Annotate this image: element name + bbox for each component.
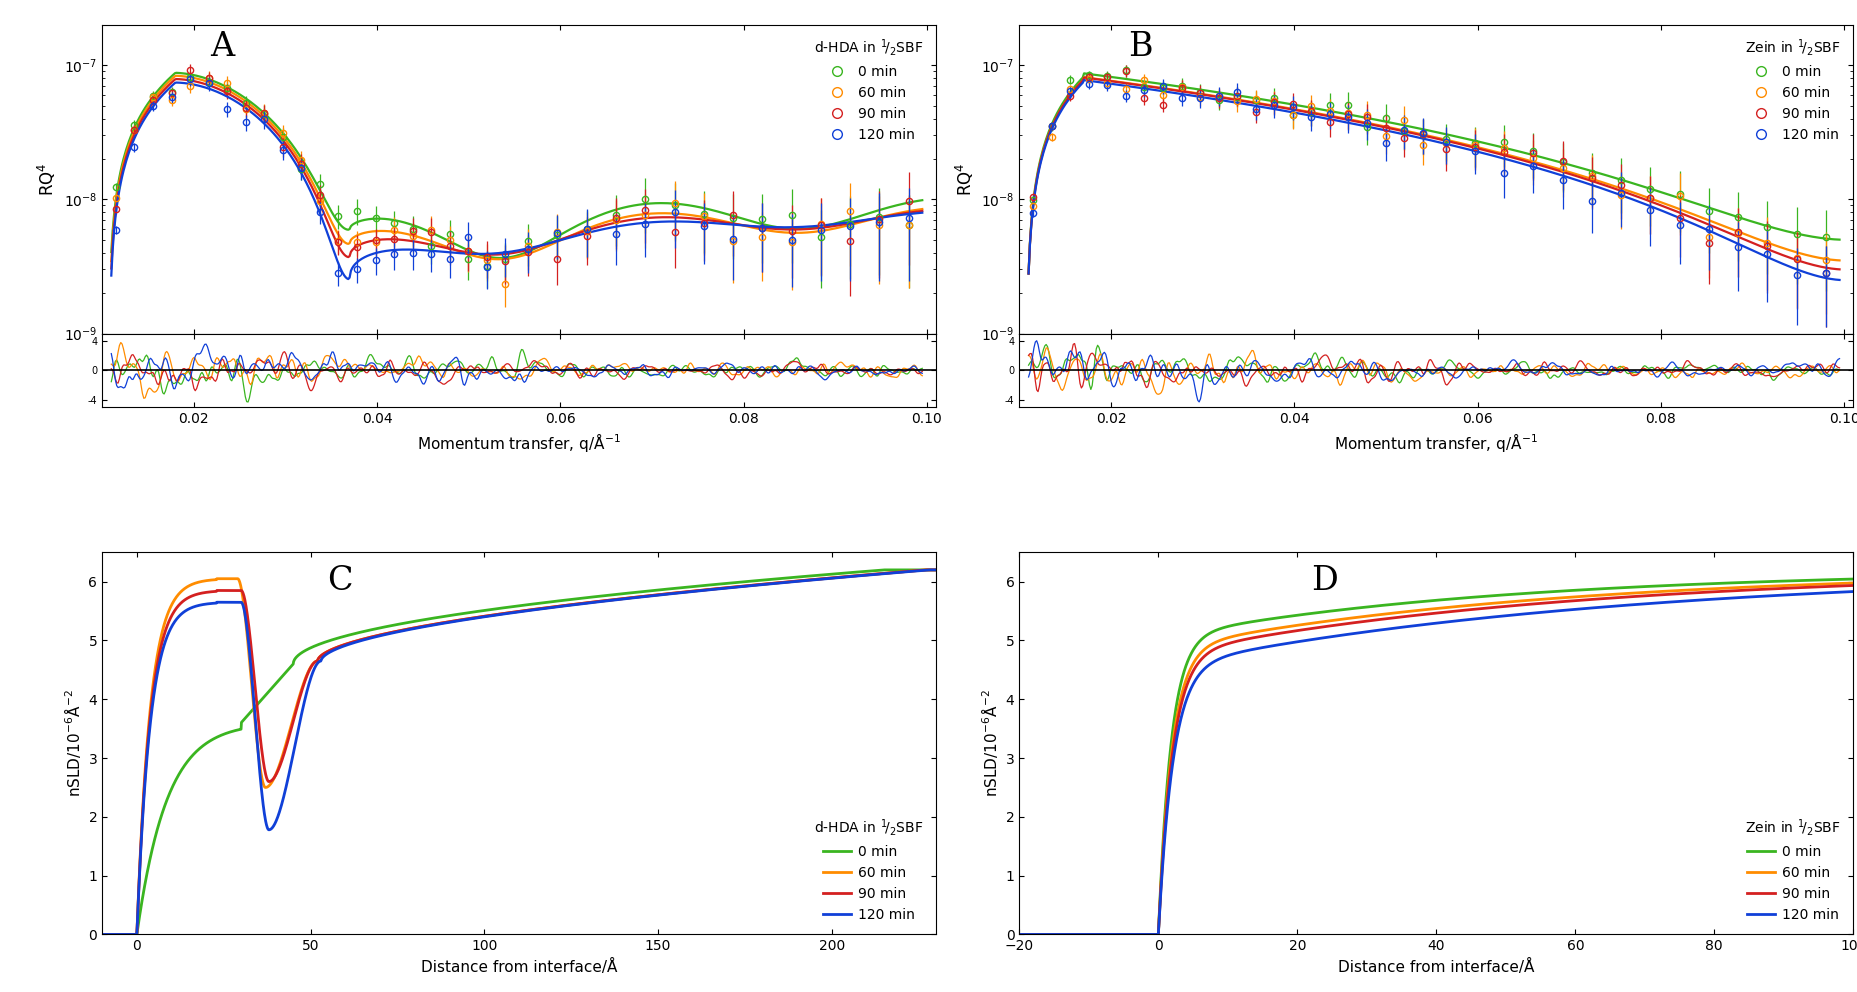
Y-axis label: RQ$^4$: RQ$^4$ <box>35 163 58 195</box>
Text: B: B <box>1127 31 1153 62</box>
Legend: 0 min, 60 min, 90 min, 120 min: 0 min, 60 min, 90 min, 120 min <box>1740 32 1846 148</box>
Text: D: D <box>1311 565 1339 597</box>
Y-axis label: nSLD/$10^{-6}$Å$^{-2}$: nSLD/$10^{-6}$Å$^{-2}$ <box>979 689 1001 798</box>
X-axis label: Momentum transfer, q/Å$^{-1}$: Momentum transfer, q/Å$^{-1}$ <box>418 432 620 454</box>
Y-axis label: RQ$^4$: RQ$^4$ <box>953 163 975 195</box>
Legend: 0 min, 60 min, 90 min, 120 min: 0 min, 60 min, 90 min, 120 min <box>810 811 928 928</box>
Text: A: A <box>210 31 234 62</box>
Y-axis label: nSLD/$10^{-6}$Å$^{-2}$: nSLD/$10^{-6}$Å$^{-2}$ <box>61 689 84 798</box>
X-axis label: Momentum transfer, q/Å$^{-1}$: Momentum transfer, q/Å$^{-1}$ <box>1335 432 1538 454</box>
X-axis label: Distance from interface/Å: Distance from interface/Å <box>422 959 617 975</box>
Text: C: C <box>327 565 353 597</box>
X-axis label: Distance from interface/Å: Distance from interface/Å <box>1339 959 1534 975</box>
Legend: 0 min, 60 min, 90 min, 120 min: 0 min, 60 min, 90 min, 120 min <box>1740 811 1846 928</box>
Legend: 0 min, 60 min, 90 min, 120 min: 0 min, 60 min, 90 min, 120 min <box>810 32 928 148</box>
